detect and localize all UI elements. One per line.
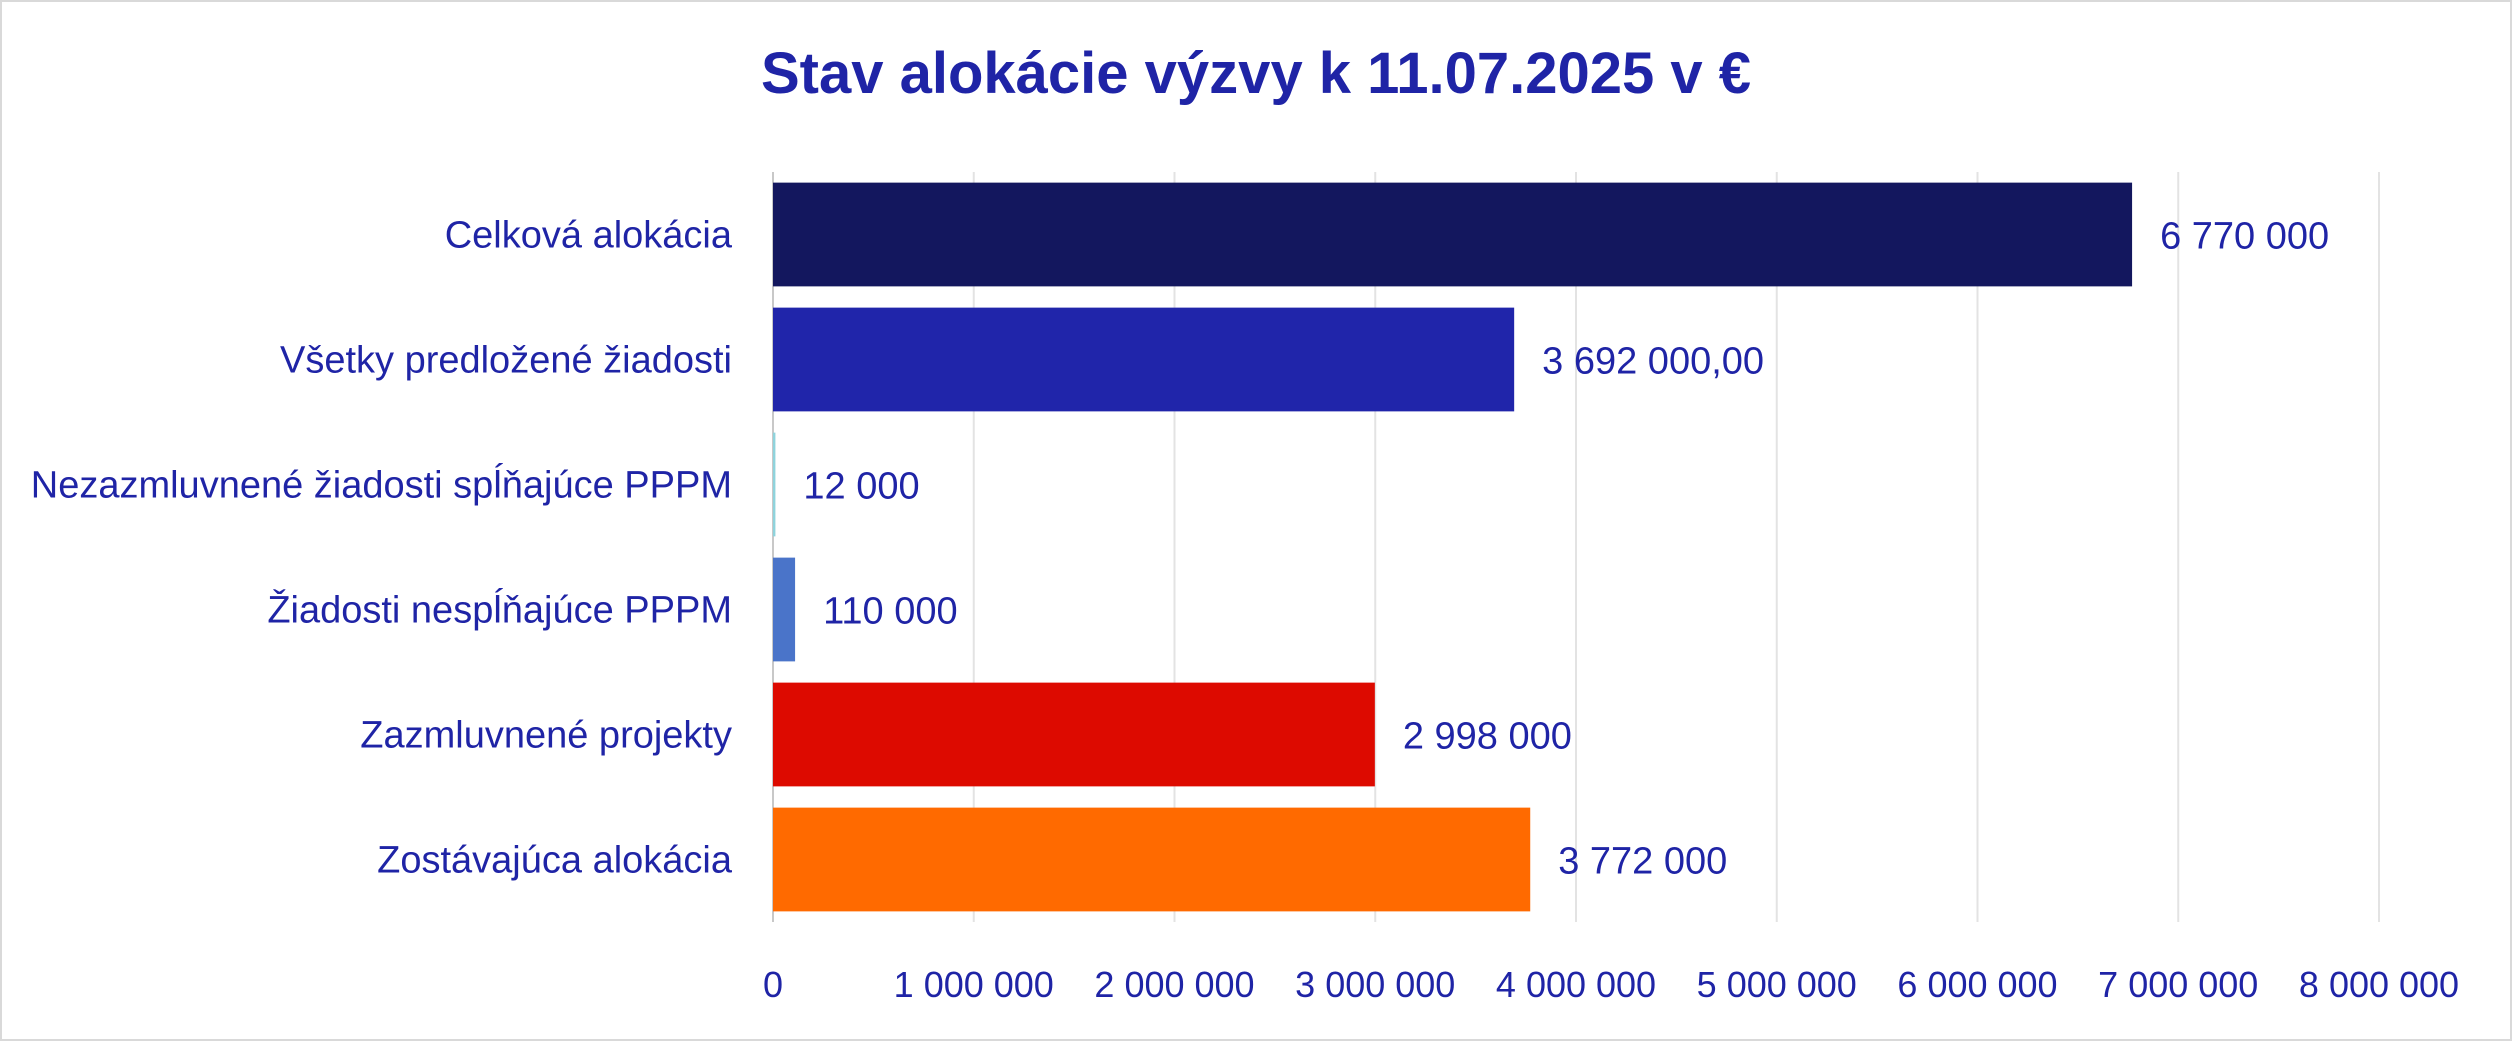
x-tick-label: 5 000 000 (1697, 964, 1857, 1005)
bar (773, 182, 2133, 287)
category-label: Žiadosti nespĺňajúce PPPM (267, 587, 732, 632)
bars (773, 182, 2133, 912)
data-label: 12 000 (803, 466, 919, 508)
data-label: 3 692 000,00 (1542, 341, 1764, 383)
category-label: Zazmluvnené projekty (360, 715, 732, 757)
bar (773, 557, 796, 662)
bar (773, 682, 1375, 787)
x-tick-label: 4 000 000 (1496, 964, 1656, 1005)
data-label: 110 000 (823, 591, 958, 633)
category-label: Všetky predložené žiadosti (280, 340, 732, 382)
x-tick-label: 6 000 000 (1897, 964, 2057, 1005)
data-label: 3 772 000 (1558, 841, 1727, 883)
x-tick-label: 3 000 000 (1295, 964, 1455, 1005)
x-axis-ticks: 0 1 000 000 2 000 000 3 000 000 4 000 000 5 0… (763, 964, 2459, 1005)
data-label: 6 770 000 (2160, 216, 2329, 258)
category-label: Zostávajúca alokácia (377, 840, 733, 882)
data-label: 2 998 000 (1403, 716, 1572, 758)
bar (773, 307, 1515, 412)
x-tick-label: 7 000 000 (2098, 964, 2258, 1005)
x-tick-label: 1 000 000 (894, 964, 1054, 1005)
bar (773, 807, 1531, 912)
x-tick-label: 0 (763, 964, 783, 1005)
gridlines (772, 172, 2380, 922)
category-labels: Celková alokácia Všetky predložené žiados… (31, 215, 733, 882)
category-label: Nezazmluvnené žiadosti spĺňajúce PPPM (31, 462, 732, 507)
x-tick-label: 2 000 000 (1094, 964, 1254, 1005)
chart-title: Stav alokácie výzvy k 11.07.2025 v € (760, 41, 1752, 106)
bar (773, 432, 776, 537)
data-labels: 6 770 000 3 692 000,00 12 000 110 000 2 998 … (803, 216, 2329, 883)
category-label: Celková alokácia (445, 215, 733, 257)
x-tick-label: 8 000 000 (2299, 964, 2459, 1005)
